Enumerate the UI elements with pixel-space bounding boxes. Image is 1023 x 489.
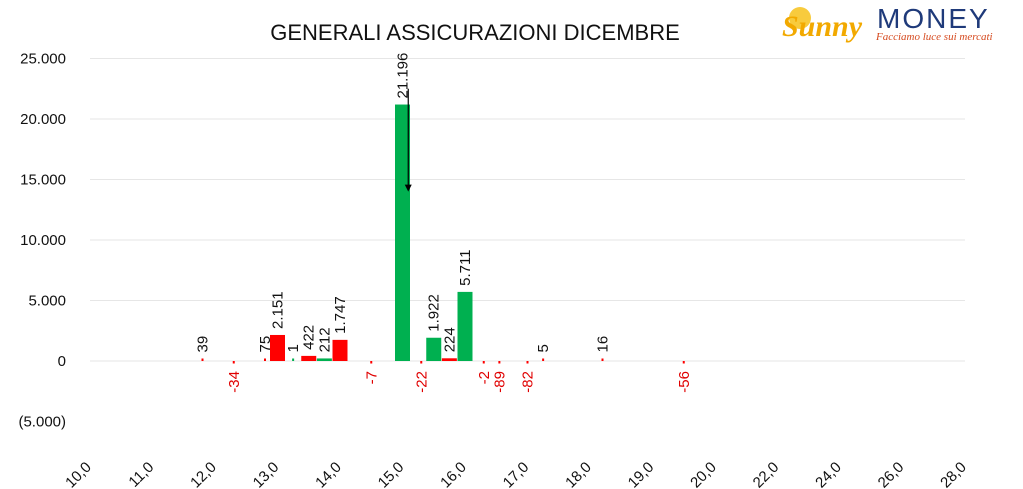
data-label: -89: [491, 371, 508, 393]
x-tick-label: 18,0: [562, 459, 595, 489]
data-label: 2.151: [270, 291, 287, 329]
data-label: -22: [413, 371, 430, 393]
y-tick-label: (5.000): [18, 414, 66, 431]
data-label: -56: [676, 371, 693, 393]
logo-tagline: Facciamo luce sui mercati: [875, 31, 993, 43]
gridlines: [90, 58, 965, 362]
bar: [682, 361, 685, 364]
bar: [370, 361, 373, 364]
x-tick-label: 15,0: [375, 459, 408, 489]
bar: [270, 334, 285, 361]
bar: [395, 104, 410, 362]
data-label: 1.922: [426, 294, 443, 332]
x-tick-label: 16,0: [437, 459, 470, 489]
data-label: 422: [301, 325, 318, 350]
y-tick-label: 25.000: [20, 51, 66, 68]
x-tick-label: 19,0: [625, 459, 658, 489]
bar: [482, 361, 485, 364]
bar: [601, 358, 604, 361]
bars: [201, 104, 685, 364]
data-label: 21.196: [395, 53, 412, 99]
bar: [301, 355, 317, 361]
y-tick-label: 20.000: [20, 111, 66, 128]
bar: [264, 358, 266, 361]
y-tick-label: 5.000: [28, 293, 66, 310]
bar: [420, 361, 423, 364]
y-tick-label: 15.000: [20, 172, 66, 189]
x-tick-label: 22,0: [750, 459, 783, 489]
x-tick-label: 28,0: [937, 459, 970, 489]
x-axis-ticks: 10,0 11,0 12,0 13,0 14,0 15,0 16,0 17,0 18,0 19,0…: [62, 459, 970, 489]
arrow-head-icon: [404, 184, 412, 192]
bar: [441, 358, 457, 361]
data-label: 75: [257, 336, 274, 353]
x-tick-label: 24,0: [812, 459, 845, 489]
y-axis-ticks: 25.000 20.000 15.000 10.000 5.000 0 (5.000): [18, 51, 66, 431]
x-tick-label: 26,0: [875, 459, 908, 489]
data-label: 5.711: [457, 249, 474, 285]
chart-title: GENERALI ASSICURAZIONI DICEMBRE: [270, 20, 680, 45]
bar: [542, 358, 545, 361]
x-tick-label: 11,0: [125, 459, 157, 489]
x-tick-label: 12,0: [187, 459, 220, 489]
bar: [292, 358, 295, 361]
data-label: 224: [441, 327, 458, 352]
logo-name: MONEY: [877, 3, 990, 34]
data-label: 212: [316, 327, 333, 352]
x-tick-label: 13,0: [250, 459, 283, 489]
data-label: 1.747: [332, 296, 349, 334]
data-label: -34: [226, 371, 243, 393]
x-tick-label: 17,0: [500, 459, 533, 489]
data-label: 16: [595, 336, 612, 353]
logo: Sunny MONEY Facciamo luce sui mercati: [782, 3, 993, 43]
bar: [526, 361, 529, 364]
sun-icon: [789, 7, 811, 29]
y-tick-label: 0: [58, 353, 66, 370]
bar: [201, 358, 204, 361]
data-label: -2: [476, 371, 493, 384]
data-label: -82: [520, 371, 537, 393]
data-label: 1: [285, 344, 302, 352]
data-label: 5: [535, 344, 552, 352]
bar: [457, 291, 473, 361]
bar: [316, 358, 332, 361]
x-tick-label: 14,0: [312, 459, 345, 489]
data-label: 39: [195, 336, 212, 353]
bar: [332, 339, 348, 361]
bar: [426, 337, 442, 361]
x-tick-label: 20,0: [687, 459, 720, 489]
bar: [232, 361, 235, 364]
bar: [498, 361, 501, 364]
x-tick-label: 10,0: [62, 459, 95, 489]
data-label: -7: [363, 371, 380, 384]
logo-brand: Sunny: [782, 10, 863, 43]
annotation: [404, 88, 412, 192]
y-tick-label: 10.000: [20, 232, 66, 249]
